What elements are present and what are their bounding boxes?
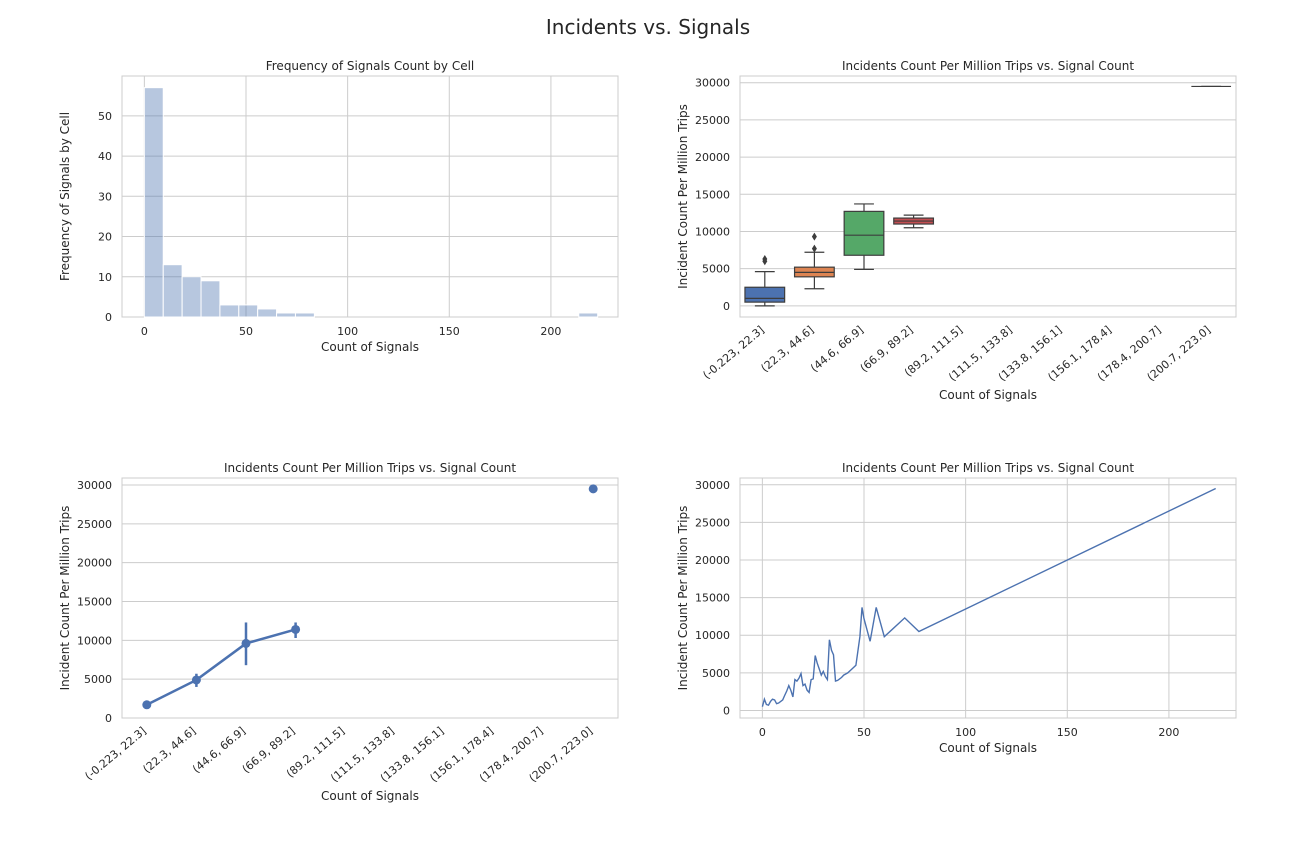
x-axis-label: Count of Signals bbox=[321, 789, 419, 803]
y-axis-label: Incident Count Per Million Trips bbox=[58, 506, 72, 691]
box-body bbox=[744, 286, 786, 303]
chart-title: Frequency of Signals Count by Cell bbox=[266, 59, 475, 73]
box-outlier bbox=[811, 244, 817, 253]
x-tick-label: 50 bbox=[239, 325, 253, 338]
pointplot-panel: Incidents Count Per Million Trips vs. Si… bbox=[58, 461, 619, 803]
y-tick-label: 20 bbox=[98, 231, 112, 244]
histogram-bar bbox=[181, 276, 202, 318]
x-tick-label: (-0.223, 22.3] bbox=[701, 323, 767, 382]
histogram-bar bbox=[257, 308, 278, 318]
y-axis-label: Incident Count Per Million Trips bbox=[676, 104, 690, 289]
y-tick-label: 20000 bbox=[695, 151, 730, 164]
y-tick-label: 10000 bbox=[695, 225, 730, 238]
histogram-bar bbox=[294, 312, 315, 318]
y-tick-label: 25000 bbox=[695, 114, 730, 127]
x-tick-label: 150 bbox=[439, 325, 460, 338]
point-marker bbox=[142, 700, 152, 710]
y-tick-label: 10 bbox=[98, 271, 112, 284]
y-tick-label: 25000 bbox=[695, 516, 730, 529]
histogram-bar bbox=[219, 304, 240, 318]
histogram-bar bbox=[162, 264, 183, 318]
x-tick-label: (-0.223, 22.3] bbox=[83, 724, 149, 783]
point-connector-line bbox=[146, 628, 296, 706]
y-tick-label: 0 bbox=[723, 704, 730, 717]
y-tick-label: 30000 bbox=[77, 479, 112, 492]
chart-title: Incidents Count Per Million Trips vs. Si… bbox=[842, 59, 1134, 73]
y-tick-label: 15000 bbox=[695, 188, 730, 201]
y-tick-label: 5000 bbox=[702, 263, 730, 276]
histogram-bar bbox=[578, 312, 599, 318]
x-tick-label: 200 bbox=[1158, 726, 1179, 739]
x-tick-label: 0 bbox=[141, 325, 148, 338]
histogram-panel: Frequency of Signals Count by Cell Freque… bbox=[58, 59, 619, 354]
y-tick-label: 30000 bbox=[695, 77, 730, 90]
plot-frame bbox=[739, 75, 1237, 318]
histogram-bar bbox=[143, 87, 164, 318]
lineplot-panel: Incidents Count Per Million Trips vs. Si… bbox=[676, 461, 1237, 755]
point-marker bbox=[291, 624, 301, 634]
figure-title: Incidents vs. Signals bbox=[546, 15, 750, 39]
box-outlier bbox=[762, 254, 768, 263]
x-tick-label: 100 bbox=[955, 726, 976, 739]
x-axis-label: Count of Signals bbox=[939, 388, 1037, 402]
point-marker bbox=[588, 484, 598, 494]
x-tick-label: 0 bbox=[759, 726, 766, 739]
box-body bbox=[843, 210, 885, 256]
y-tick-label: 5000 bbox=[702, 667, 730, 680]
y-tick-label: 0 bbox=[723, 300, 730, 313]
chart-title: Incidents Count Per Million Trips vs. Si… bbox=[224, 461, 516, 475]
point-marker bbox=[241, 638, 251, 648]
x-tick-label: (22.3, 44.6] bbox=[141, 724, 199, 775]
x-axis-label: Count of Signals bbox=[939, 741, 1037, 755]
histogram-bar bbox=[276, 312, 296, 318]
y-tick-label: 20000 bbox=[695, 554, 730, 567]
y-axis-label: Frequency of Signals by Cell bbox=[58, 112, 72, 281]
x-tick-label: (22.3, 44.6] bbox=[759, 323, 817, 374]
y-axis-label: Incident Count Per Million Trips bbox=[676, 506, 690, 691]
x-tick-label: 100 bbox=[337, 325, 358, 338]
y-tick-label: 10000 bbox=[77, 634, 112, 647]
x-tick-label: 150 bbox=[1057, 726, 1078, 739]
y-tick-label: 0 bbox=[105, 712, 112, 725]
x-tick-label: (44.6, 66.9] bbox=[190, 724, 248, 775]
y-tick-label: 30000 bbox=[695, 479, 730, 492]
y-tick-label: 10000 bbox=[695, 629, 730, 642]
x-tick-label: 50 bbox=[857, 726, 871, 739]
boxplot-panel: Incidents Count Per Million Trips vs. Si… bbox=[676, 59, 1237, 402]
y-tick-label: 20000 bbox=[77, 557, 112, 570]
histogram-bar bbox=[238, 304, 259, 318]
y-tick-label: 50 bbox=[98, 110, 112, 123]
series-line bbox=[761, 487, 1217, 707]
x-axis-label: Count of Signals bbox=[321, 340, 419, 354]
y-tick-label: 5000 bbox=[84, 673, 112, 686]
histogram-bar bbox=[200, 280, 221, 318]
y-tick-label: 40 bbox=[98, 150, 112, 163]
x-tick-label: 200 bbox=[540, 325, 561, 338]
box-outlier bbox=[811, 232, 817, 241]
x-tick-label: (44.6, 66.9] bbox=[808, 323, 866, 374]
y-tick-label: 15000 bbox=[695, 592, 730, 605]
y-tick-label: 0 bbox=[105, 311, 112, 324]
y-tick-label: 15000 bbox=[77, 595, 112, 608]
y-tick-label: 30 bbox=[98, 190, 112, 203]
point-marker bbox=[191, 675, 201, 685]
y-tick-label: 25000 bbox=[77, 518, 112, 531]
chart-title: Incidents Count Per Million Trips vs. Si… bbox=[842, 461, 1134, 475]
